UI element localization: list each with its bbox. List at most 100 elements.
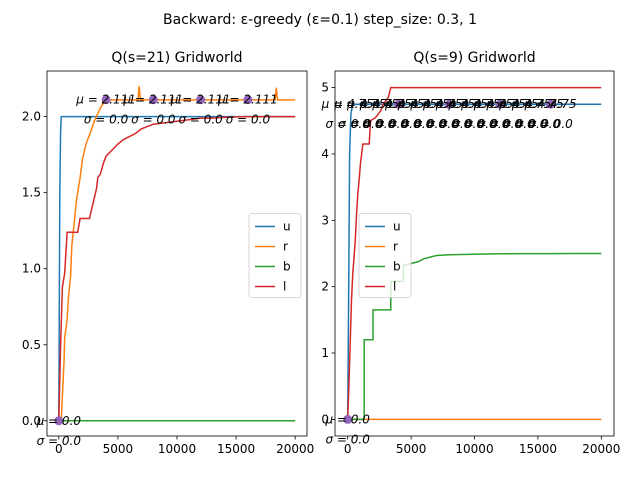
annotation-mu: μ = 4.75 [333,97,386,111]
annotation-sigma: σ = 0.0 [440,117,485,131]
y-tick-label: 5 [321,81,329,95]
x-tick-label: 20000 [582,442,620,456]
legend-label-u: u [393,220,401,234]
data-marker [343,414,353,424]
annotation-mu: μ = 2.111 [170,93,231,107]
annotation-sigma: σ = 0.0 [364,117,409,131]
y-tick-label: 1.5 [22,186,41,200]
annotation-mu: μ = 4.75 [473,97,526,111]
annotation-sigma: σ = 0.0 [528,117,573,131]
chart-left: Q(s=21) Gridworld μ = 0.0 σ = 0.0 μ = 2.111… [22,50,314,456]
legend-label-b: b [283,260,291,274]
annotation-mu: μ = 4.75 [498,97,551,111]
y-tick-label: 1 [321,346,329,360]
annotation-mu: μ = 4.75 [460,97,513,111]
annotation-mu: μ = 4.75 [422,97,475,111]
series-line-r [58,86,296,422]
annotation-mu: μ = 4.75 [321,97,374,111]
data-marker [393,99,403,109]
annotation-sigma: σ = 0.0 [427,117,472,131]
axis-title: Q(s=9) Gridworld [413,50,535,66]
x-tick-label: 10000 [158,442,196,456]
legend-label-r: r [283,240,288,254]
annotation-sigma: σ = 0.0 [338,117,383,131]
annotation-mu: μ = 4.75 [346,97,399,111]
annotation-mu: μ = 2.111 [75,93,136,107]
figure-suptitle: Backward: ε-greedy (ε=0.1) step_size: 0.… [163,12,477,28]
annotation-mu: μ = 2.111 [217,93,278,107]
series-line-l [346,86,602,420]
annotation-sigma: σ = 0.0 [490,117,535,131]
legend-label-b: b [393,260,401,274]
data-marker [546,99,556,109]
x-tick-label: 20000 [276,442,314,456]
annotation-mu: μ = 4.75 [384,97,437,111]
annotation-sigma: σ = 0.0 [84,113,129,127]
y-tick-label: 0.0 [22,414,41,428]
annotation-mu: μ = 4.75 [486,97,539,111]
annotation-sigma: σ = 0.0 [37,434,82,448]
series-line-u [58,115,296,421]
annotation-sigma: σ = 0.0 [389,117,434,131]
data-marker [495,99,505,109]
annotation-sigma: σ = 0.0 [325,117,370,131]
y-tick-label: 2.0 [22,110,41,124]
annotation-sigma: σ = 0.0 [351,117,396,131]
data-marker [148,95,158,105]
y-tick-label: 0 [321,412,329,426]
x-tick-label: 0 [55,442,63,456]
legend-label-l: l [283,280,286,294]
annotation-sigma: σ = 0.0 [414,117,459,131]
legend-box [248,213,302,298]
annotation-sigma: σ = 0.0 [402,117,447,131]
annotation-mu: μ = 0.0 [36,414,82,428]
legend-box [358,213,412,298]
legend-label-l: l [393,280,396,294]
annotation-sigma: σ = 0.0 [178,113,223,127]
series-line-l [58,115,296,421]
annotation-sigma: σ = 0.0 [516,117,561,131]
annotation-sigma: σ = 0.0 [131,113,176,127]
annotation-sigma: σ = 0.0 [452,117,497,131]
annotation-mu: μ = 4.75 [524,97,577,111]
y-tick-label: 2 [321,280,329,294]
x-tick-label: 15000 [217,442,255,456]
data-marker [196,95,206,105]
annotation-mu: μ = 4.75 [447,97,500,111]
data-marker [54,416,64,426]
y-tick-label: 1.0 [22,262,41,276]
annotation-mu: μ = 4.75 [435,97,488,111]
annotation-mu: μ = 0.0 [324,412,370,426]
y-tick-label: 3 [321,213,329,227]
annotation-mu: μ = 4.75 [397,97,450,111]
annotation-mu: μ = 2.111 [123,93,184,107]
annotation-sigma: σ = 0.0 [226,113,271,127]
x-tick-label: 5000 [103,442,134,456]
annotation-mu: μ = 4.75 [511,97,564,111]
x-tick-label: 15000 [519,442,557,456]
axis-title: Q(s=21) Gridworld [111,50,242,66]
annotation-sigma: σ = 0.0 [478,117,523,131]
series-group [58,86,296,422]
annotation-mu: μ = 4.75 [371,97,424,111]
legend-label-r: r [393,240,398,254]
annotation-sigma: σ = 0.0 [376,117,421,131]
annotation-mu: μ = 4.75 [359,97,412,111]
data-marker [101,95,111,105]
data-marker [243,95,253,105]
annotation-mu: μ = 4.75 [409,97,462,111]
legend-label-u: u [283,220,291,234]
data-marker [444,99,454,109]
x-tick-label: 10000 [455,442,493,456]
x-tick-label: 0 [344,442,352,456]
annotation-sigma: σ = 0.0 [503,117,548,131]
series-line-b [347,252,602,421]
annotation-sigma: σ = 0.0 [465,117,510,131]
x-tick-label: 5000 [396,442,427,456]
y-tick-label: 4 [321,147,329,161]
y-tick-label: 0.5 [22,338,41,352]
